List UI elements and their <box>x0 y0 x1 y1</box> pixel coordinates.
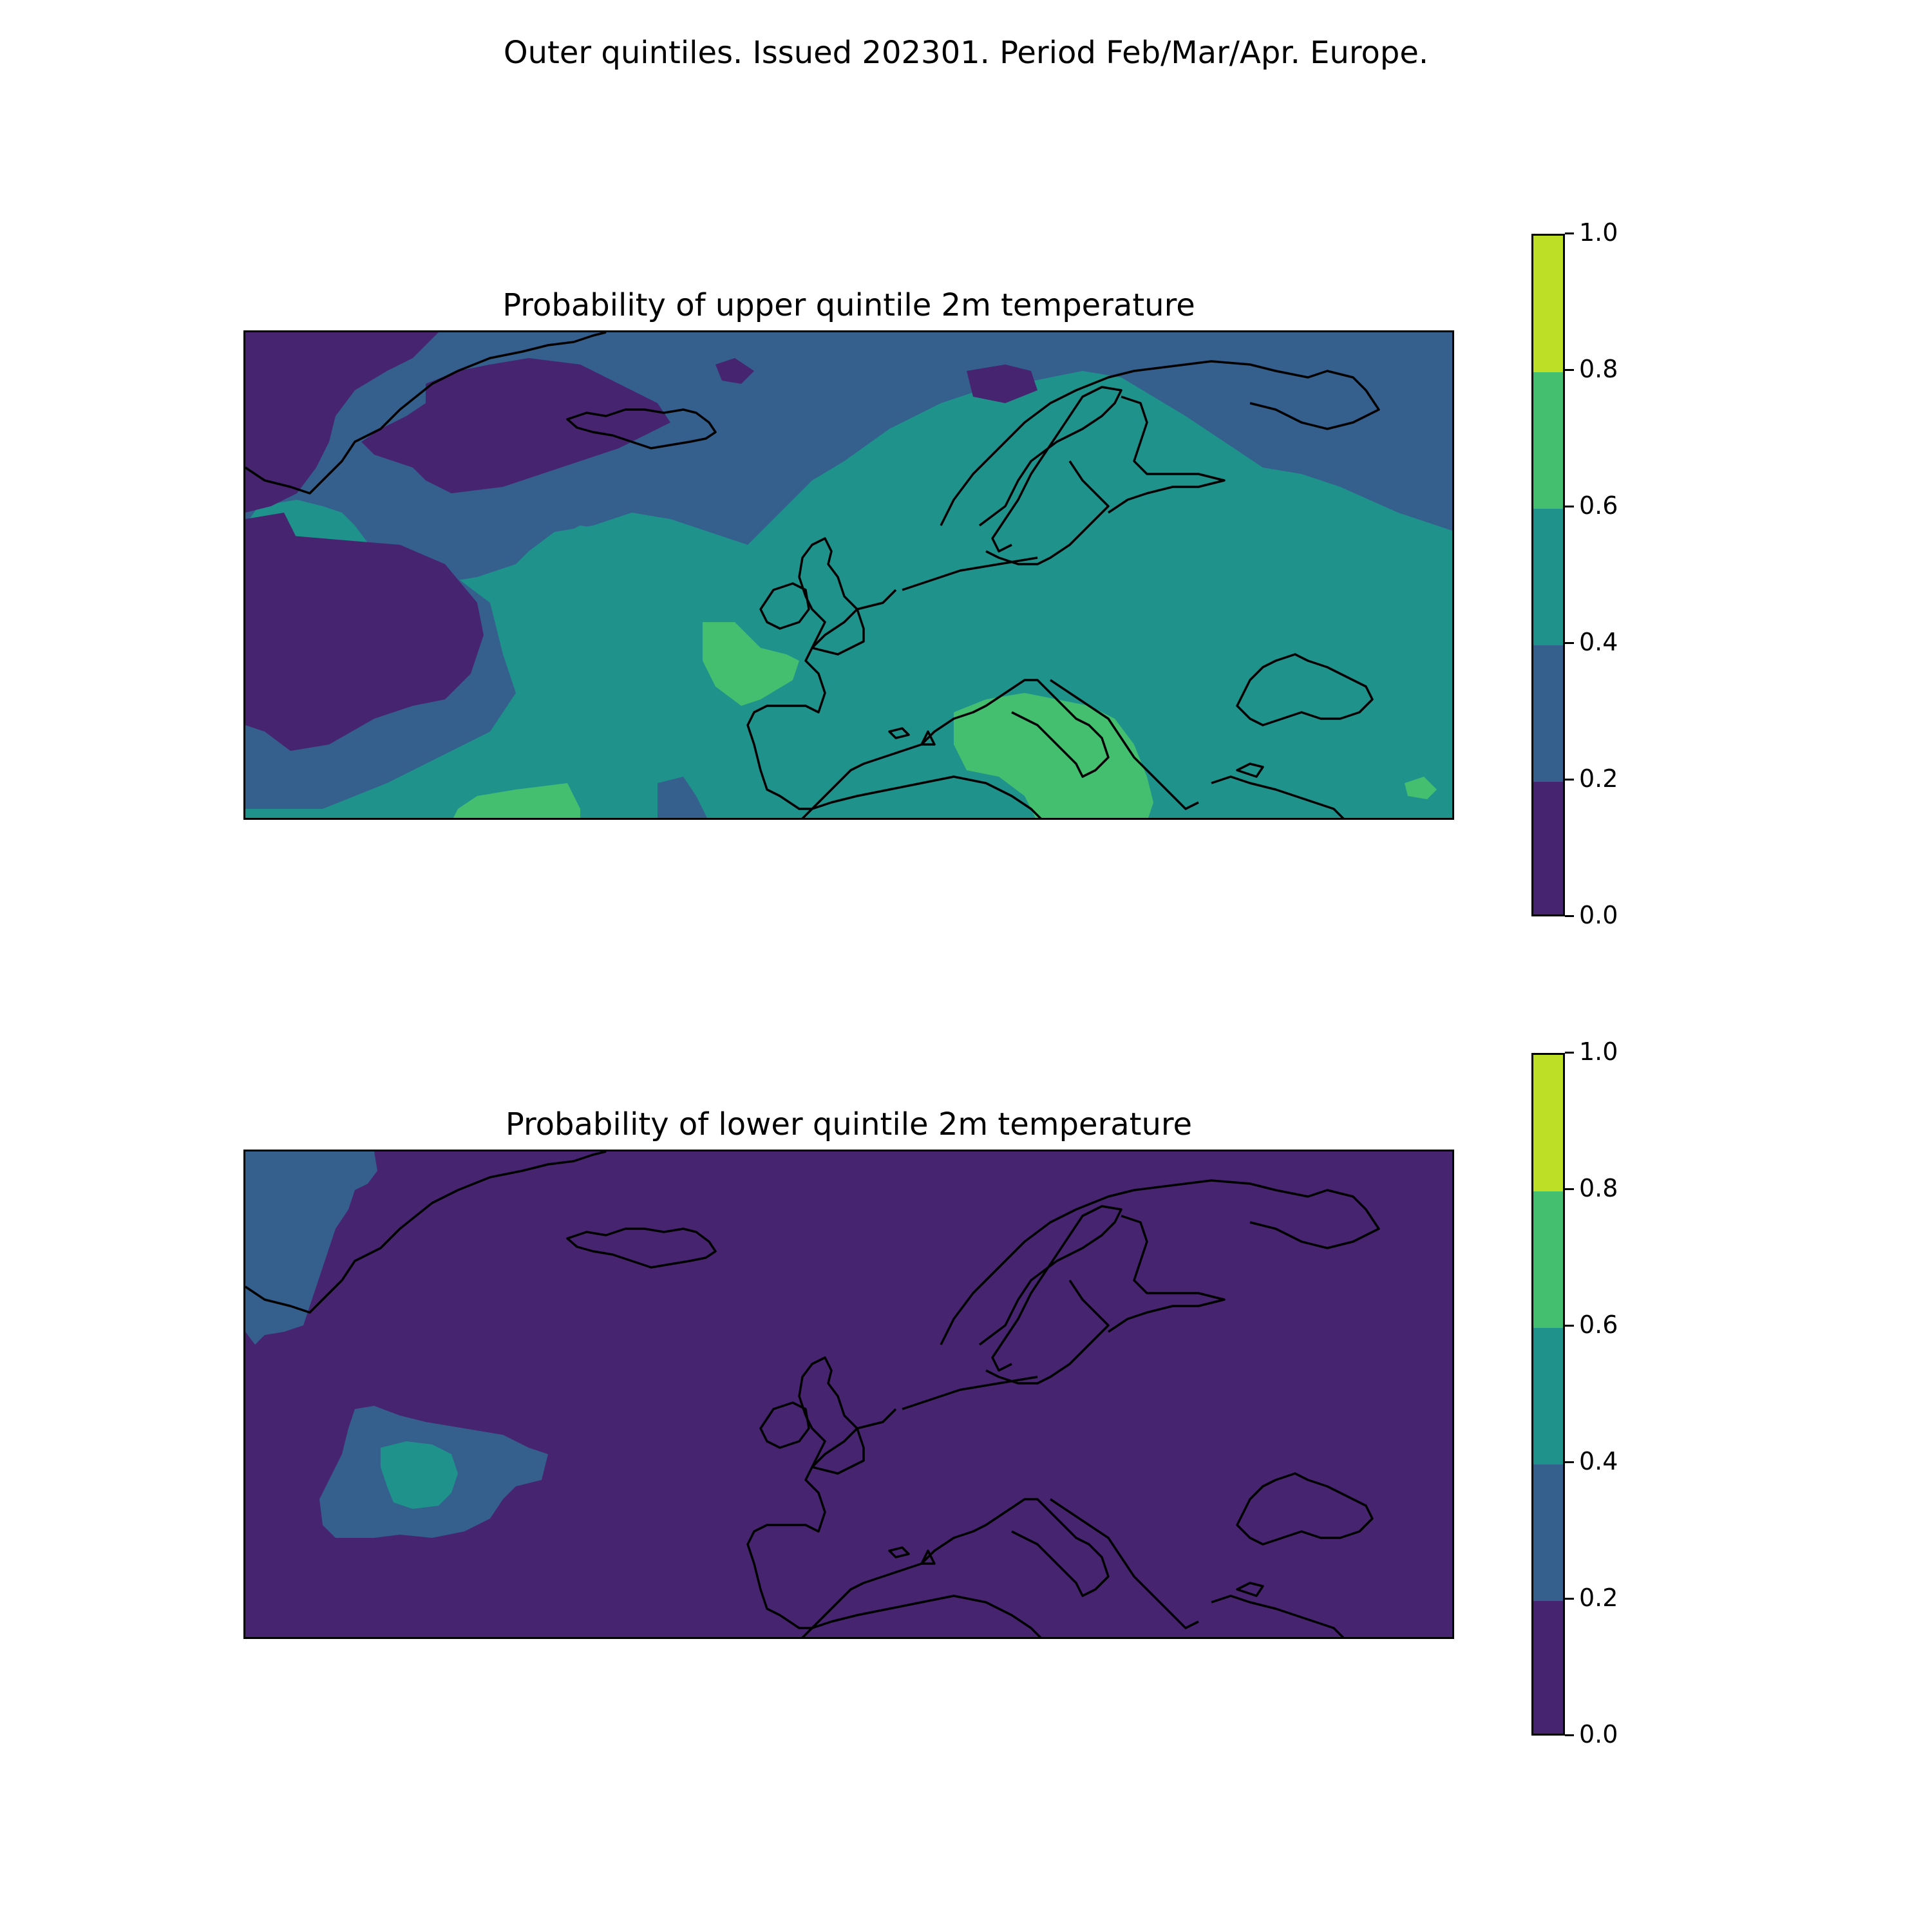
coastline-scandinavia <box>940 1179 1380 1345</box>
coastline-islands <box>888 1546 1264 1597</box>
coastline-ireland <box>759 582 810 630</box>
contour-fill-0.4-0.6-atlantic <box>381 1441 458 1509</box>
colorbar-upper-tick-label: 0.6 <box>1579 491 1618 520</box>
coastline-iceland <box>566 1227 717 1269</box>
colorbar-lower-tick-label: 0.8 <box>1579 1174 1618 1202</box>
panel-title-lower: Probability of lower quintile 2m tempera… <box>505 1106 1193 1142</box>
coastline-black-sea <box>1236 653 1374 726</box>
coastline-balkans <box>1050 679 1199 810</box>
coastline-black-sea <box>1236 1472 1374 1546</box>
colorbar-lower-bin-0.2-0.4 <box>1533 1464 1563 1601</box>
colorbar-lower-tick-label: 1.0 <box>1579 1037 1618 1066</box>
coastline-east-med <box>1211 1595 1345 1637</box>
contour-fill-0.2-0.4-south <box>658 777 707 818</box>
coastline-scandinavia <box>940 360 1380 526</box>
colorbar-upper-bin-0.0-0.2 <box>1533 782 1563 914</box>
figure-title: Outer quintiles. Issued 202301. Period F… <box>503 35 1429 71</box>
coastline-greenland <box>245 332 607 495</box>
coastline-iceland <box>566 408 717 450</box>
contour-fill-0.0-0.2-west2 <box>245 532 484 751</box>
coastline-italy <box>985 679 1110 778</box>
coastline-sweden <box>978 386 1122 553</box>
contour-fill-0.6-0.8-atlantic <box>703 622 799 706</box>
colorbar-lower-bin-0.4-0.6 <box>1533 1328 1563 1464</box>
coastlines-lower <box>245 1151 1380 1637</box>
contour-fill-0.2-0.4-greenland <box>245 1151 377 1345</box>
map-upper-quintile <box>243 330 1454 820</box>
colorbar-upper-tick-label: 0.8 <box>1579 355 1618 383</box>
coastline-italy <box>985 1498 1110 1597</box>
colorbar-lower <box>1531 1053 1565 1736</box>
coastline-finland <box>1108 395 1226 514</box>
colorbar-upper <box>1531 234 1565 916</box>
coastline-greenland <box>245 1151 607 1314</box>
coastline-north-africa <box>801 775 1042 818</box>
colorbar-lower-tick-label: 0.6 <box>1579 1311 1618 1339</box>
panel-title-upper: Probability of upper quintile 2m tempera… <box>502 287 1195 323</box>
contour-fill-0.0-0.2-denmark-strait <box>361 358 670 493</box>
contour-fill-0.6-0.8-east <box>1405 777 1437 799</box>
colorbar-upper-tick-label: 1.0 <box>1579 218 1618 247</box>
colorbar-lower-bin-0.6-0.8 <box>1533 1191 1563 1328</box>
colorbar-upper-bin-0.4-0.6 <box>1533 509 1563 645</box>
contour-map-upper <box>245 332 1452 818</box>
contour-fill-0.0-0.2-patch1 <box>967 365 1037 403</box>
coastline-north-europe <box>902 1376 1038 1410</box>
colorbar-upper-tick-label: 0.0 <box>1579 901 1618 929</box>
contour-fill-0.0-0.2-patch2 <box>715 358 754 384</box>
colorbar-lower-bin-0.8-1.0 <box>1533 1055 1563 1191</box>
coastline-ireland <box>759 1401 810 1449</box>
colorbar-upper-bin-0.6-0.8 <box>1533 372 1563 509</box>
contour-map-lower <box>245 1151 1452 1637</box>
contour-fill-0.0-0.2 <box>245 1151 1452 1637</box>
colorbar-lower-tick-label: 0.4 <box>1579 1447 1618 1475</box>
coastline-islands <box>888 727 1264 778</box>
colorbar-upper-bin-0.2-0.4 <box>1533 645 1563 782</box>
contour-fill-0.6-0.8-south <box>453 783 580 818</box>
coastline-balkans <box>1050 1498 1199 1629</box>
contour-fill-0.4-0.6-tongue <box>439 526 812 818</box>
colorbar-lower-bin-0.0-0.2 <box>1533 1601 1563 1734</box>
coastline-baltic <box>985 460 1110 565</box>
coastline-north-africa <box>801 1595 1042 1637</box>
colorbar-upper-tick-label: 0.2 <box>1579 764 1618 793</box>
colorbar-lower-tick-label: 0.2 <box>1579 1584 1618 1612</box>
colorbar-lower-tick-label: 0.0 <box>1579 1720 1618 1748</box>
coastline-north-europe <box>902 556 1038 591</box>
coastline-sweden <box>978 1205 1122 1372</box>
coastlines <box>245 332 1380 818</box>
colorbar-upper-bin-0.8-1.0 <box>1533 236 1563 372</box>
coastline-france-iberia <box>746 1408 987 1629</box>
contour-fill-0.6-0.8-italy <box>954 693 1153 818</box>
map-lower-quintile <box>243 1150 1454 1639</box>
coastline-finland <box>1108 1215 1226 1333</box>
coastline-east-med <box>1211 775 1345 818</box>
colorbar-upper-tick-label: 0.4 <box>1579 628 1618 656</box>
coastline-baltic <box>985 1280 1110 1385</box>
contour-fill-0.0-0.2-nw <box>245 332 439 513</box>
coastline-france-iberia <box>746 589 987 810</box>
